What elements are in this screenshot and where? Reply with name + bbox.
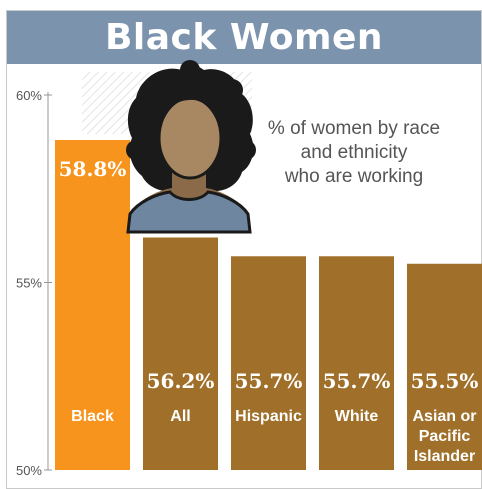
category-label: White (335, 408, 379, 425)
bar (231, 256, 306, 470)
bar (319, 256, 394, 470)
y-tick-label: 55% (16, 276, 42, 291)
y-axis-ticks: 60% 55% 50% (16, 88, 52, 478)
category-label: Hispanic (235, 408, 302, 425)
title-bar: Black Women (6, 10, 482, 64)
category-label: Pacific (419, 428, 471, 445)
annotation-text: % of women by race and ethnicity who are w… (268, 118, 440, 187)
bar-value-label: 55.7% (235, 369, 303, 393)
annotation-line: who are working (284, 166, 423, 187)
bar-value-label: 55.7% (323, 369, 391, 393)
bar-value-label: 58.8% (59, 157, 127, 181)
category-label: Asian or (412, 408, 476, 425)
y-tick-label: 60% (16, 88, 42, 103)
bar (407, 263, 482, 470)
category-label: All (170, 408, 190, 425)
chart-title: Black Women (104, 16, 384, 58)
bar-value-label: 55.5% (411, 369, 479, 393)
woman-avatar-icon (126, 60, 256, 234)
annotation-line: and ethnicity (301, 142, 408, 163)
bar (55, 140, 130, 470)
bar-value-label: 56.2% (147, 369, 215, 393)
bar (143, 237, 218, 470)
bars: 58.8% Black 56.2% All 55.7% Hispanic 55.7% Whit… (55, 140, 482, 470)
y-tick-label: 50% (16, 463, 42, 478)
category-label: Islander (414, 448, 475, 465)
category-label: Black (71, 408, 114, 425)
annotation-line: % of women by race (268, 118, 440, 139)
